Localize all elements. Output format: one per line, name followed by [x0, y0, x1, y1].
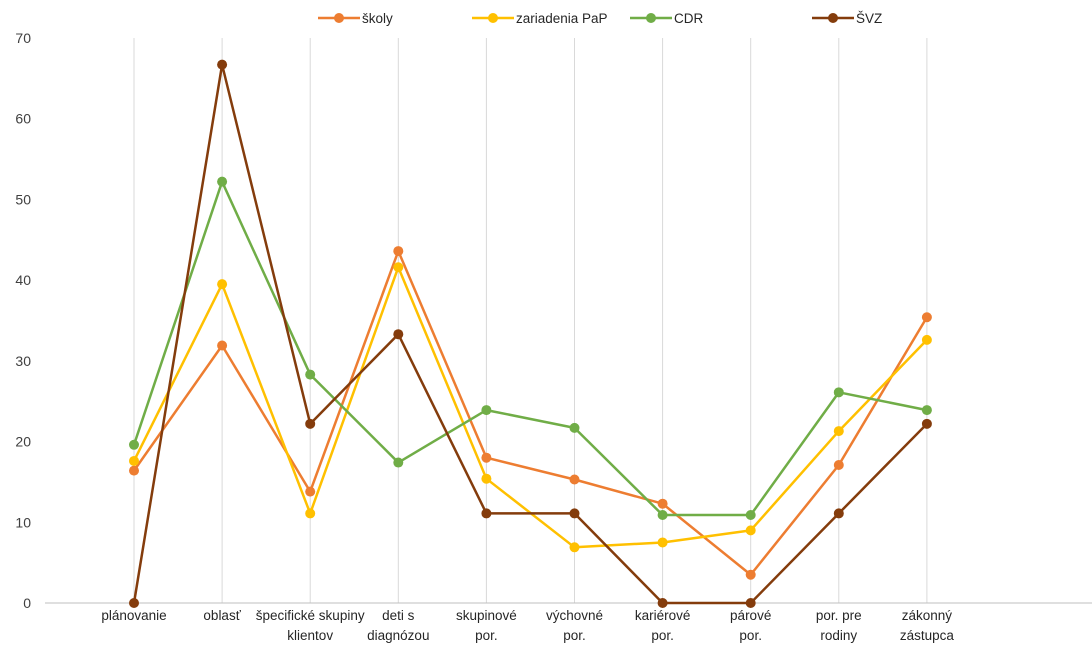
data-point[interactable]: [393, 246, 404, 257]
legend-label: školy: [362, 11, 393, 26]
y-tick-label: 70: [15, 30, 31, 46]
data-point[interactable]: [745, 598, 756, 608]
data-point[interactable]: [569, 422, 580, 433]
data-point[interactable]: [745, 525, 756, 536]
data-point[interactable]: [305, 486, 316, 497]
x-category-label: kariérové por.: [635, 608, 691, 643]
x-category-label: por. pre rodiny: [816, 608, 862, 643]
data-point[interactable]: [657, 498, 668, 509]
data-point[interactable]: [217, 279, 228, 290]
legend-swatch-marker: [334, 13, 344, 23]
series-line: [132, 63, 929, 605]
series-line: [132, 249, 929, 576]
data-point[interactable]: [921, 334, 932, 345]
data-point[interactable]: [129, 465, 139, 476]
y-tick-label: 0: [23, 595, 31, 611]
data-point[interactable]: [657, 537, 668, 548]
x-category-label: skupinové por.: [456, 608, 517, 643]
y-tick-label: 40: [15, 272, 31, 288]
series-3: [129, 59, 932, 608]
series-0: [129, 246, 932, 580]
x-category-label: deti s diagnózou: [367, 608, 429, 643]
data-point[interactable]: [745, 510, 756, 521]
data-point[interactable]: [305, 418, 316, 429]
data-point[interactable]: [569, 542, 580, 553]
y-tick-label: 60: [15, 111, 31, 127]
x-category-label: zákonný zástupca: [900, 608, 955, 643]
data-point[interactable]: [921, 418, 932, 429]
data-point[interactable]: [217, 340, 228, 351]
series-lines: [129, 59, 932, 608]
data-point[interactable]: [305, 369, 316, 380]
data-point[interactable]: [129, 439, 139, 450]
series-line: [132, 180, 929, 517]
data-point[interactable]: [657, 510, 668, 521]
data-point[interactable]: [481, 508, 492, 519]
data-point[interactable]: [393, 262, 404, 273]
data-point[interactable]: [129, 455, 139, 466]
data-point[interactable]: [833, 508, 844, 519]
data-point[interactable]: [481, 405, 492, 416]
x-category-label: špecifické skupiny klientov: [256, 608, 365, 643]
x-category-label: párové por.: [730, 608, 771, 643]
y-tick-label: 50: [15, 191, 31, 207]
legend-swatch-marker: [828, 13, 838, 23]
gridlines: [133, 38, 928, 603]
legend-item[interactable]: školy: [318, 11, 393, 26]
data-point[interactable]: [481, 452, 492, 463]
legend[interactable]: školy zariadenia PaP CDR ŠVZ: [318, 11, 882, 26]
series-1: [129, 262, 932, 553]
data-point[interactable]: [569, 508, 580, 519]
legend-swatch-marker: [646, 13, 656, 23]
data-point[interactable]: [569, 474, 580, 485]
data-point[interactable]: [393, 457, 404, 468]
data-point[interactable]: [833, 426, 844, 437]
data-point[interactable]: [305, 508, 316, 519]
data-point[interactable]: [921, 405, 932, 416]
data-point[interactable]: [921, 312, 932, 323]
legend-label: zariadenia PaP: [516, 11, 608, 26]
legend-item[interactable]: ŠVZ: [812, 11, 882, 26]
x-category-label: plánovanie: [101, 608, 166, 623]
y-tick-label: 10: [15, 514, 31, 530]
data-point[interactable]: [833, 459, 844, 470]
y-axis: 0 10 20 30 40 50 60 70: [15, 30, 31, 611]
series-2: [129, 176, 932, 521]
y-tick-label: 20: [15, 434, 31, 450]
legend-item[interactable]: CDR: [630, 11, 703, 26]
x-category-label: oblasť: [203, 608, 241, 623]
x-axis: plánovanie oblasť špecifické skupiny klient…: [45, 602, 1092, 643]
data-point[interactable]: [129, 598, 139, 608]
x-category-label: výchovné por.: [546, 608, 603, 643]
legend-item[interactable]: zariadenia PaP: [472, 11, 608, 26]
data-point[interactable]: [217, 59, 228, 70]
data-point[interactable]: [393, 329, 404, 340]
y-tick-label: 30: [15, 353, 31, 369]
data-point[interactable]: [217, 176, 228, 187]
data-point[interactable]: [481, 473, 492, 484]
data-point[interactable]: [833, 387, 844, 398]
legend-swatch-marker: [488, 13, 498, 23]
data-point[interactable]: [657, 598, 668, 608]
legend-label: ŠVZ: [856, 11, 882, 26]
data-point[interactable]: [745, 569, 756, 580]
legend-label: CDR: [674, 11, 703, 26]
